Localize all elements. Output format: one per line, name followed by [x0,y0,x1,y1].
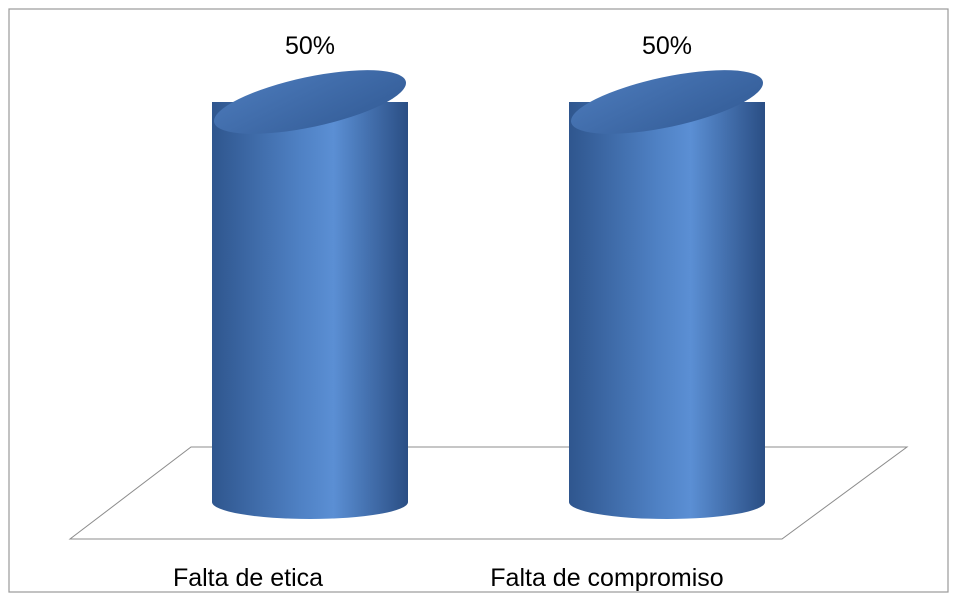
data-label-2: 50% [642,32,692,60]
labels-group: 50% Falta de etica 50% Falta de compromiso [173,32,724,592]
bar-top-2 [571,70,763,134]
bars-group [212,70,765,519]
chart-floor [68,446,909,540]
bar-2 [569,70,765,519]
data-label-1: 50% [285,32,335,60]
category-label-2: Falta de compromiso [490,564,723,592]
bar-1 [212,70,408,519]
bar-body-2 [569,102,765,519]
bar-body-1 [212,102,408,519]
category-label-1: Falta de etica [173,564,323,592]
bar-top-1 [214,70,406,134]
